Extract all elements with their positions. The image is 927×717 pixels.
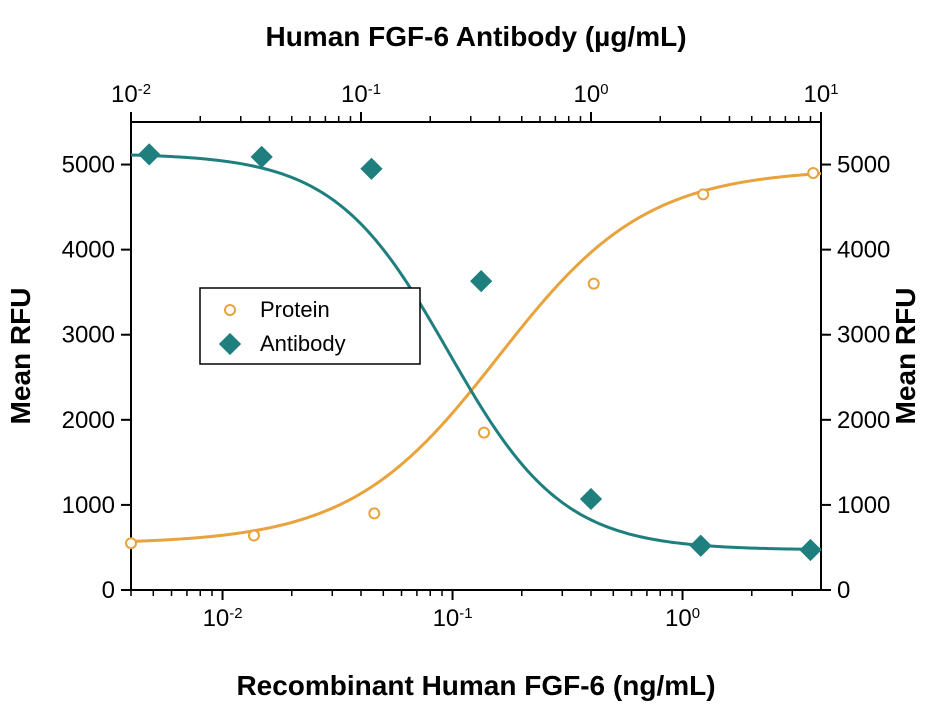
x-top-tick-label: 10-2 [111, 81, 151, 108]
antibody-marker [581, 489, 602, 510]
left-axis-title: Mean RFU [5, 288, 36, 425]
protein-marker [808, 168, 818, 178]
y-right-tick-label: 2000 [837, 407, 890, 434]
bottom-axis-title: Recombinant Human FGF-6 (ng/mL) [236, 670, 715, 701]
y-left-tick-label: 4000 [62, 237, 115, 264]
top-axis-title: Human FGF-6 Antibody (µg/mL) [265, 21, 686, 52]
y-right-tick-label: 0 [837, 577, 850, 604]
x-bottom-tick-label: 10-2 [203, 605, 243, 632]
protein-marker [479, 428, 489, 438]
antibody-marker [800, 540, 821, 561]
x-bottom-tick-label: 10-1 [433, 605, 473, 632]
x-top-tick-label: 100 [574, 81, 609, 108]
legend-label-protein: Protein [260, 297, 330, 322]
y-left-tick-label: 1000 [62, 492, 115, 519]
protein-marker [249, 531, 259, 541]
antibody-marker [690, 535, 711, 556]
right-axis-title: Mean RFU [890, 288, 921, 425]
antibody-marker [361, 158, 382, 179]
antibody-marker [471, 271, 492, 292]
x-bottom-tick-label: 100 [665, 605, 700, 632]
legend-marker-protein [225, 305, 235, 315]
y-left-tick-label: 3000 [62, 322, 115, 349]
x-top-tick-label: 10-1 [341, 81, 381, 108]
y-left-tick-label: 5000 [62, 152, 115, 179]
antibody-marker [251, 146, 272, 167]
y-left-tick-label: 2000 [62, 407, 115, 434]
protein-marker [589, 279, 599, 289]
x-top-tick-label: 101 [804, 81, 839, 108]
y-right-tick-label: 1000 [837, 492, 890, 519]
protein-marker [369, 508, 379, 518]
y-right-tick-label: 4000 [837, 237, 890, 264]
antibody-marker [139, 144, 160, 165]
legend-label-antibody: Antibody [260, 331, 346, 356]
y-right-tick-label: 3000 [837, 322, 890, 349]
y-right-tick-label: 5000 [837, 152, 890, 179]
y-left-tick-label: 0 [102, 577, 115, 604]
chart: 0 1000 2000 3000 4000 5000 0 1000 2000 3000 4000 50… [0, 0, 927, 717]
protein-marker [126, 538, 136, 548]
protein-marker [698, 189, 708, 199]
